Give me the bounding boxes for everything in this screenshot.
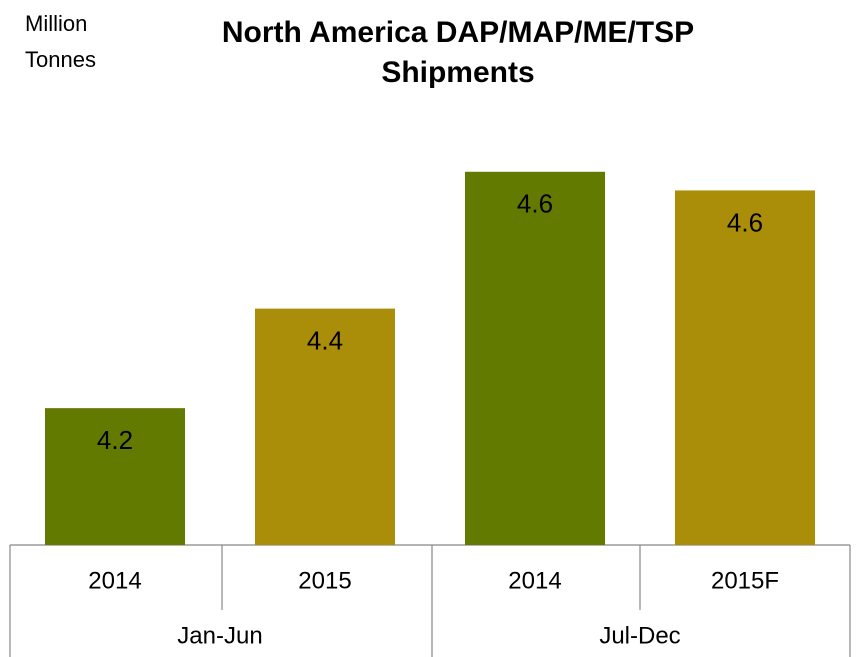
bar — [45, 408, 185, 545]
data-label: 4.2 — [97, 425, 133, 455]
chart-title: North America DAP/MAP/ME/TSP — [222, 16, 694, 49]
data-label: 4.6 — [517, 189, 553, 219]
x-tick-label: 2015F — [711, 567, 779, 594]
group-label: Jul-Dec — [599, 622, 680, 649]
x-tick-label: 2014 — [508, 567, 561, 594]
bar — [675, 190, 815, 546]
bar — [255, 308, 395, 545]
unit-label: Tonnes — [25, 47, 96, 72]
bar — [465, 171, 605, 545]
data-label: 4.4 — [307, 325, 343, 355]
chart-title: Shipments — [381, 56, 534, 89]
data-label: 4.6 — [727, 207, 763, 237]
x-tick-label: 2015 — [298, 567, 351, 594]
x-tick-label: 2014 — [88, 567, 141, 594]
unit-label: Million — [25, 11, 87, 36]
group-label: Jan-Jun — [177, 622, 262, 649]
